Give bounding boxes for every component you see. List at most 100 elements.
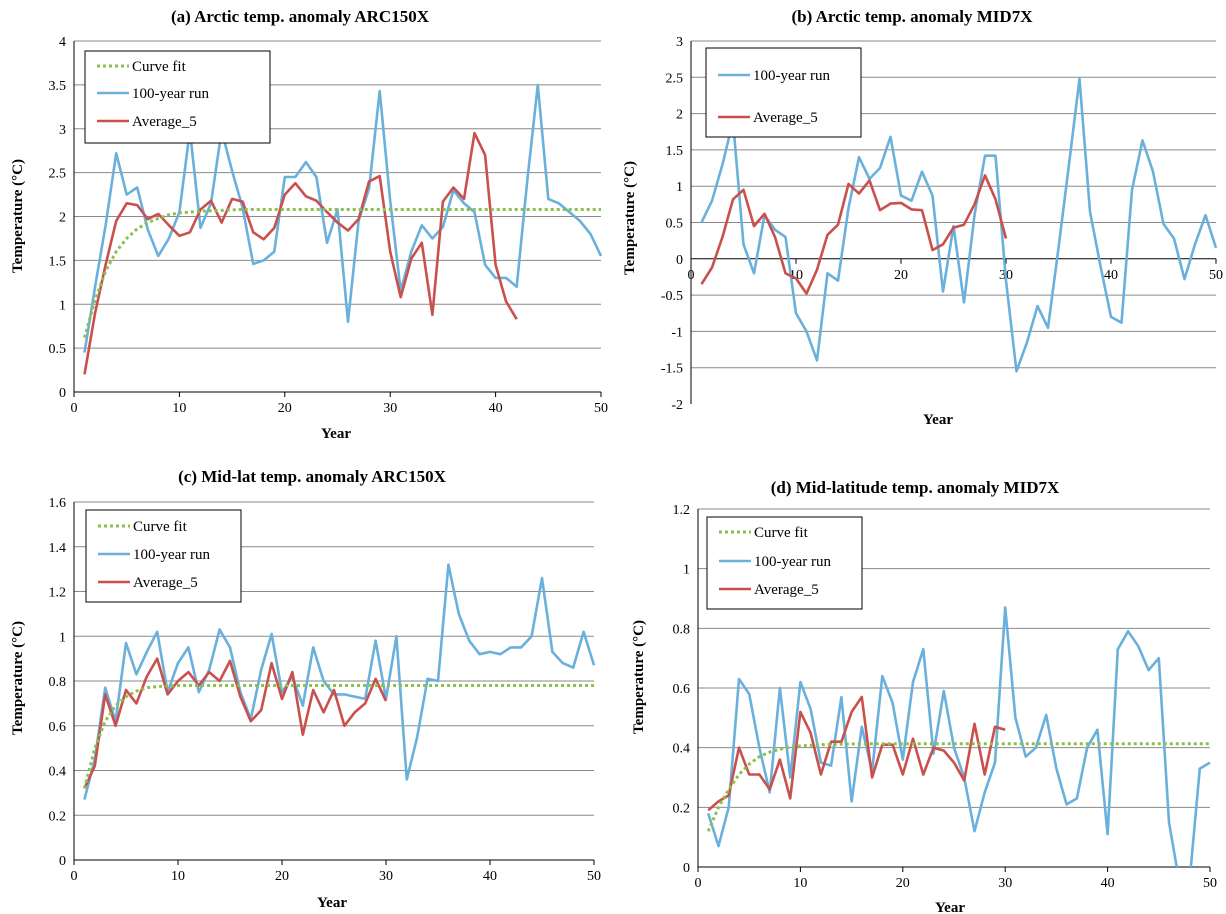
chart-title: (a) Arctic temp. anomaly ARC150X	[171, 7, 430, 26]
x-tick-label: 50	[1203, 876, 1217, 891]
y-tick-label: 0.8	[49, 675, 67, 690]
y-tick-label: 0.2	[673, 801, 691, 816]
legend-label-average-5: Average_5	[132, 114, 197, 130]
y-tick-label: 0.4	[673, 742, 691, 757]
x-tick-label: 40	[483, 869, 497, 884]
y-tick-label: 3.5	[49, 79, 67, 94]
x-tick-label: 10	[171, 869, 185, 884]
y-tick-label: -1.5	[661, 362, 683, 377]
y-tick-label: -2	[671, 398, 683, 413]
x-tick-label: 0	[71, 401, 78, 416]
y-tick-label: 1	[59, 630, 66, 645]
chart-title: (c) Mid-lat temp. anomaly ARC150X	[178, 467, 446, 486]
y-tick-label: 0	[683, 861, 690, 876]
y-tick-label: 1.2	[673, 503, 691, 518]
series-line-average-5	[83, 131, 518, 375]
x-tick-label: 30	[379, 869, 393, 884]
series-line-average-5	[700, 174, 1008, 295]
x-axis-label: Year	[923, 412, 953, 428]
y-tick-label: 2	[676, 108, 683, 123]
y-tick-label: 2.5	[666, 71, 684, 86]
x-tick-label: 0	[688, 268, 695, 283]
y-tick-label: -0.5	[661, 289, 683, 304]
y-tick-label: -1	[671, 325, 683, 340]
series-line-100-year-run	[83, 563, 596, 800]
y-tick-label: 0.5	[49, 342, 67, 357]
y-tick-label: 1	[683, 563, 690, 578]
chart-c-svg: (c) Mid-lat temp. anomaly ARC150X 0 0.2 0.4…	[10, 467, 601, 911]
x-axis-label: Year	[935, 900, 965, 914]
x-tick-label: 40	[489, 401, 503, 416]
y-tick-label: 2.5	[49, 167, 67, 182]
y-tick-label: 0.4	[49, 765, 67, 780]
y-tick-label: 1.4	[49, 541, 67, 556]
y-tick-label: 0	[676, 253, 683, 268]
legend-label-curve-fit: Curve fit	[132, 59, 187, 75]
legend-label-100-year-run: 100-year run	[754, 554, 832, 570]
x-tick-label: 30	[998, 876, 1012, 891]
y-axis-label: Temperature (°C)	[631, 620, 647, 734]
x-tick-label: 50	[1209, 268, 1223, 283]
chart-panel-a: (a) Arctic temp. anomaly ARC150X 0 0.5 1 1.5…	[0, 0, 613, 457]
y-tick-label: 2	[59, 211, 66, 226]
x-tick-label: 20	[275, 869, 289, 884]
x-tick-label: 0	[695, 876, 702, 891]
y-tick-label: 3	[676, 35, 683, 50]
chart-a-svg: (a) Arctic temp. anomaly ARC150X 0 0.5 1 1.5…	[10, 7, 608, 442]
chart-panel-b: (b) Arctic temp. anomaly MID7X -2 -1.5 -1 -0…	[613, 0, 1226, 457]
y-tick-label: 1	[676, 180, 683, 195]
y-tick-label: 0	[59, 854, 66, 869]
chart-title: (d) Mid-latitude temp. anomaly MID7X	[771, 478, 1060, 497]
series-line-curve-fit	[706, 742, 1210, 832]
y-tick-label: 3	[59, 123, 66, 138]
y-tick-label: 0.6	[673, 682, 691, 697]
chart-title: (b) Arctic temp. anomaly MID7X	[792, 7, 1034, 26]
y-axis-label: Temperature (°C)	[10, 159, 26, 273]
legend-label-average-5: Average_5	[754, 582, 819, 598]
legend-label-100-year-run: 100-year run	[753, 68, 831, 84]
y-axis-label: Temperature (°C)	[10, 621, 26, 735]
x-tick-label: 10	[793, 876, 807, 891]
legend-label-100-year-run: 100-year run	[132, 86, 210, 102]
legend-box	[705, 47, 862, 138]
x-tick-label: 20	[896, 876, 910, 891]
y-tick-label: 0.6	[49, 720, 67, 735]
chart-b-svg: (b) Arctic temp. anomaly MID7X -2 -1.5 -1 -0…	[622, 7, 1223, 428]
chart-panel-d: (d) Mid-latitude temp. anomaly MID7X 0 0.2…	[613, 457, 1226, 914]
legend-label-100-year-run: 100-year run	[133, 547, 211, 563]
legend-label-average-5: Average_5	[133, 575, 198, 591]
series-line-100-year-run	[706, 606, 1211, 867]
y-tick-label: 1.6	[49, 496, 67, 511]
legend-label-average-5: Average_5	[753, 110, 818, 126]
legend-label-curve-fit: Curve fit	[754, 525, 809, 541]
y-tick-label: 0.2	[49, 809, 67, 824]
legend-label-curve-fit: Curve fit	[133, 519, 188, 535]
y-tick-label: 1	[59, 298, 66, 313]
x-tick-label: 30	[383, 401, 397, 416]
x-tick-label: 20	[894, 268, 908, 283]
x-axis-label: Year	[321, 426, 351, 442]
x-tick-label: 0	[71, 869, 78, 884]
y-tick-label: 1.5	[666, 144, 684, 159]
y-tick-label: 0.8	[673, 622, 691, 637]
y-tick-label: 0	[59, 386, 66, 401]
y-tick-label: 0.5	[666, 217, 684, 232]
x-tick-label: 10	[172, 401, 186, 416]
x-tick-label: 50	[587, 869, 601, 884]
chart-d-svg: (d) Mid-latitude temp. anomaly MID7X 0 0.2…	[631, 478, 1217, 914]
x-axis-label: Year	[317, 895, 347, 911]
series-line-100-year-run	[83, 83, 603, 353]
series-line-100-year-run	[700, 77, 1218, 373]
x-tick-label: 40	[1104, 268, 1118, 283]
series-line-curve-fit	[83, 208, 601, 339]
x-tick-label: 50	[594, 401, 608, 416]
x-tick-label: 40	[1101, 876, 1115, 891]
y-axis-label: Temperature (°C)	[622, 161, 638, 275]
series-line-average-5	[707, 695, 1006, 812]
y-tick-label: 1.5	[49, 254, 67, 269]
series-line-curve-fit	[82, 684, 594, 789]
y-tick-label: 1.2	[49, 586, 67, 601]
x-tick-label: 20	[278, 401, 292, 416]
y-tick-label: 4	[59, 35, 66, 50]
series-line-average-5	[83, 657, 388, 789]
